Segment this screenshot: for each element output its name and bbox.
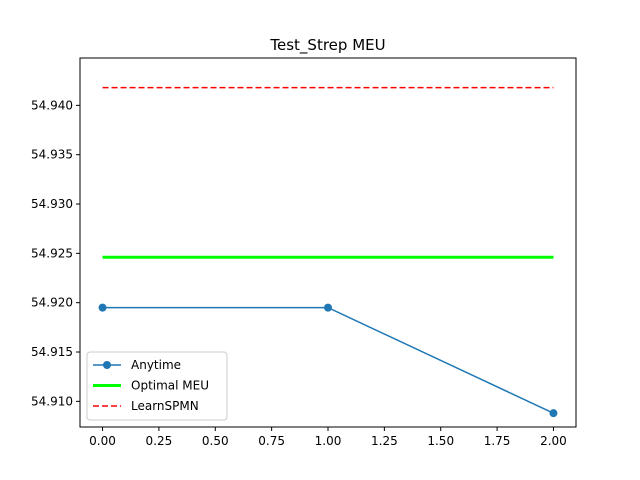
data-point <box>549 409 558 418</box>
y-tick-label: 54.940 <box>31 98 73 112</box>
legend-box <box>86 351 228 421</box>
y-tick-label: 54.910 <box>31 394 73 408</box>
plot-frame <box>79 57 577 428</box>
x-tick-label: 0.00 <box>89 434 116 448</box>
y-tick-label: 54.935 <box>31 148 73 162</box>
y-tick-label: 54.925 <box>31 246 73 260</box>
y-tick-label: 54.915 <box>31 345 73 359</box>
x-axis: 0.00 0.25 0.50 0.75 1.00 1.25 1.50 1.75 2.00 <box>89 427 567 448</box>
x-tick-label: 2.00 <box>540 434 567 448</box>
chart-title: Test_Strep MEU <box>269 36 385 55</box>
x-tick-label: 0.75 <box>258 434 285 448</box>
x-tick-label: 0.50 <box>202 434 229 448</box>
x-tick-label: 0.25 <box>146 434 173 448</box>
legend-label: Optimal MEU <box>131 379 209 393</box>
legend-label: Anytime <box>131 358 181 372</box>
series-layer <box>98 86 558 418</box>
x-tick-label: 1.00 <box>315 434 342 448</box>
legend-label: LearnSPMN <box>131 399 199 413</box>
legend: Anytime Optimal MEU LearnSPMN <box>86 351 228 421</box>
data-point <box>324 303 332 312</box>
y-tick-label: 54.930 <box>31 197 73 211</box>
data-point <box>98 303 107 312</box>
x-tick-label: 1.50 <box>427 434 454 448</box>
y-axis: 54.910 54.915 54.920 54.925 54.930 54.935 54.9… <box>31 98 80 408</box>
y-tick-label: 54.920 <box>31 296 73 310</box>
x-tick-label: 1.75 <box>484 434 511 448</box>
legend-marker <box>103 361 111 369</box>
x-tick-label: 1.25 <box>371 434 398 448</box>
